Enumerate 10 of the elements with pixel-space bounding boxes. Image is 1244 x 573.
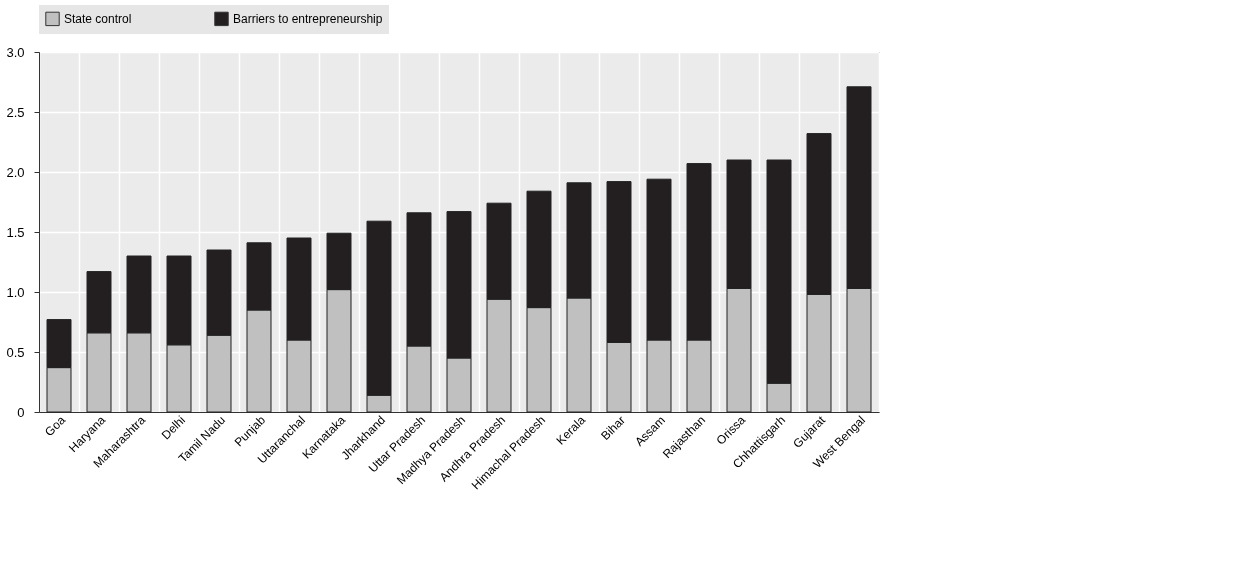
y-tick-label: 1.0 bbox=[6, 284, 25, 300]
y-tick-label: 2.5 bbox=[6, 104, 25, 120]
legend-label: State control bbox=[64, 11, 132, 26]
y-tick-label: 1.5 bbox=[6, 224, 25, 240]
y-tick-label: 3.0 bbox=[6, 44, 25, 60]
y-tick-label: 2.0 bbox=[6, 164, 25, 180]
y-tick-label: 0 bbox=[17, 404, 25, 420]
y-tick-label: 0.5 bbox=[6, 344, 25, 360]
x-tick-label: Goa bbox=[42, 412, 69, 440]
legend-label: Barriers to entrepreneurship bbox=[233, 11, 383, 26]
